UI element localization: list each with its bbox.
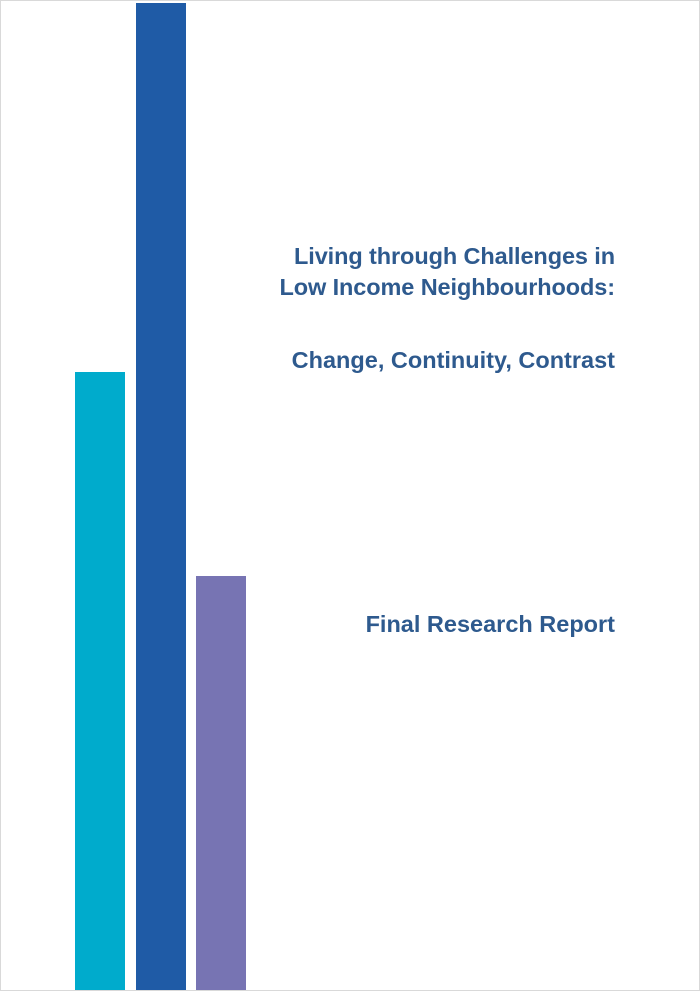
report-subtitle: Change, Continuity, Contrast [291, 347, 615, 373]
decorative-bar-purple [196, 576, 246, 990]
title-line-1: Living through Challenges in [294, 243, 615, 269]
decorative-bar-cyan [75, 372, 125, 990]
decorative-bar-blue [136, 3, 186, 990]
report-type-label: Final Research Report [365, 611, 615, 637]
title-line-2: Low Income Neighbourhoods: [279, 274, 615, 300]
report-title: Living through Challenges in Low Income … [185, 241, 615, 303]
